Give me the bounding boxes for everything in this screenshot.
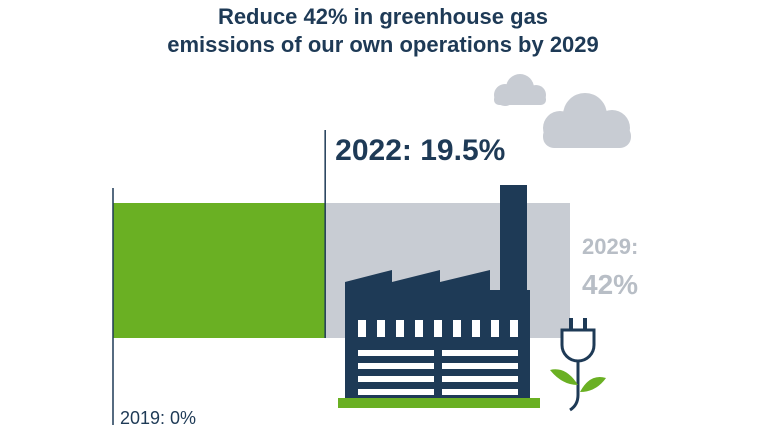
marker-label: 2022: 19.5% (335, 134, 505, 167)
plug-icon (550, 318, 606, 412)
bars (113, 203, 570, 338)
factory-icon (338, 185, 540, 408)
chart-title: Reduce 42% in greenhouse gas (218, 4, 548, 29)
chart-title: emissions of our own operations by 2029 (167, 32, 599, 57)
clouds (494, 74, 631, 148)
marker-label: 2029: (582, 234, 638, 259)
bar (113, 203, 326, 338)
marker-label: 42% (582, 269, 638, 300)
marker-label: 2019: 0% (120, 408, 196, 428)
